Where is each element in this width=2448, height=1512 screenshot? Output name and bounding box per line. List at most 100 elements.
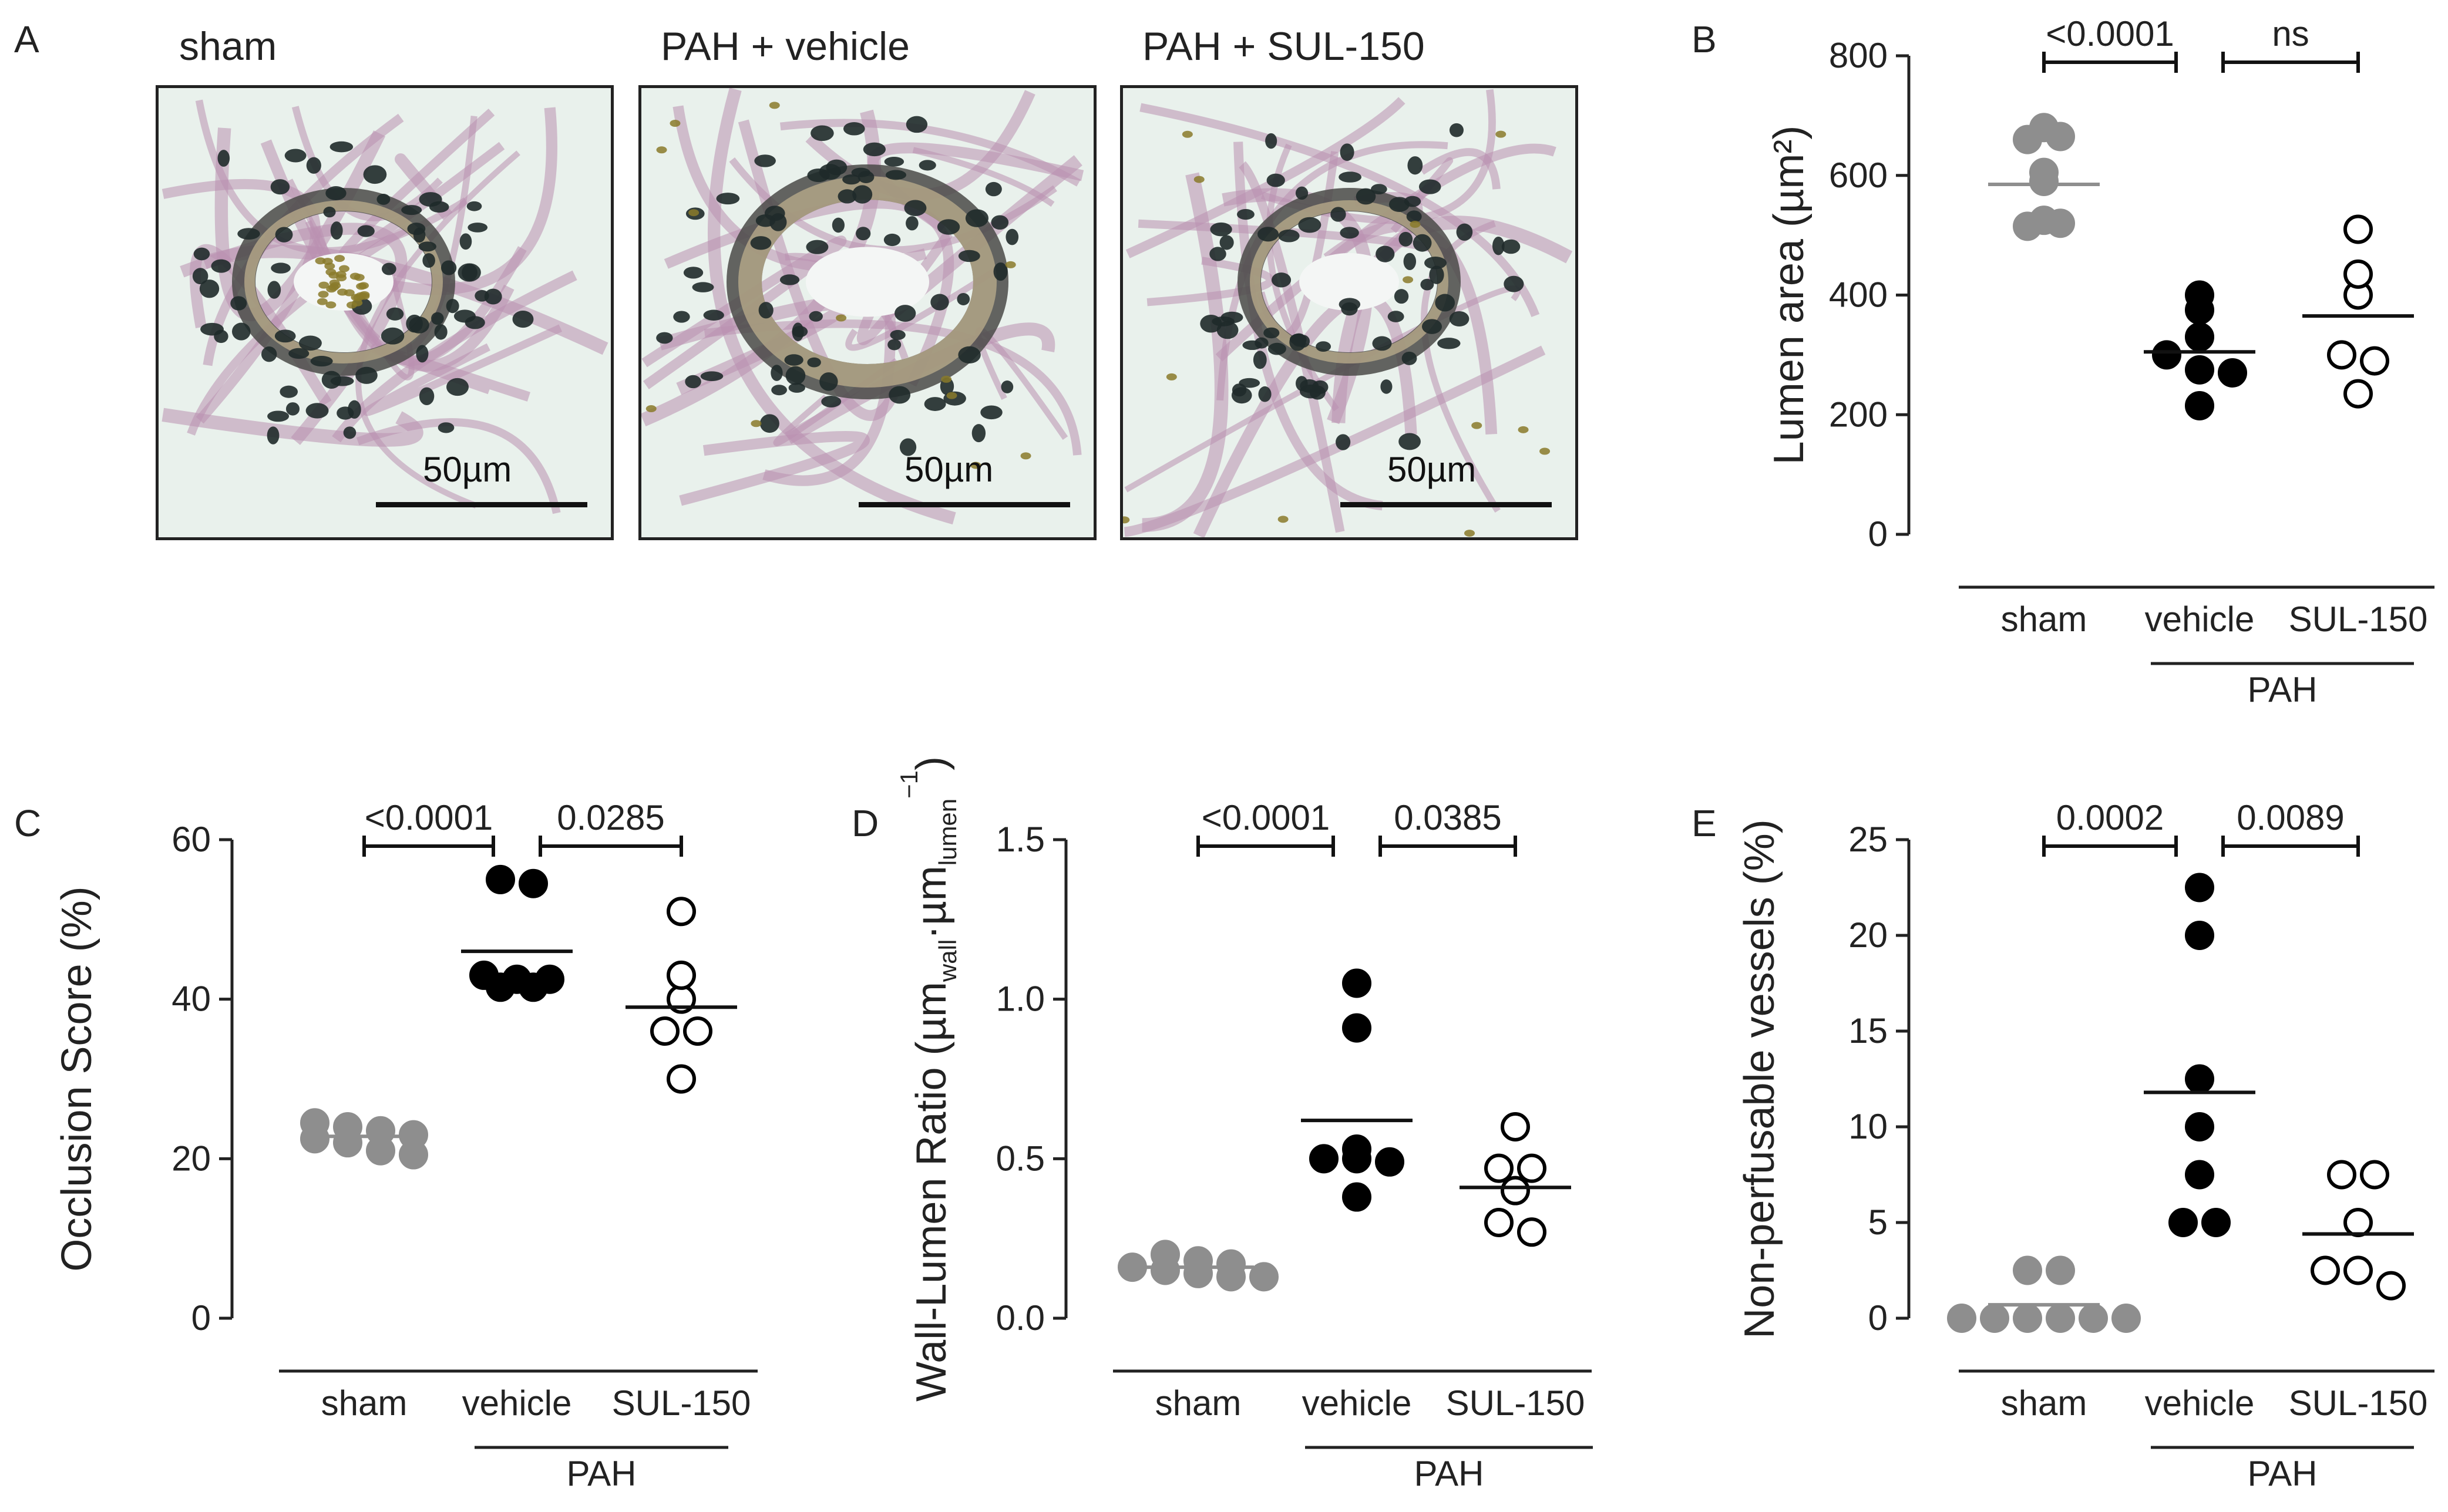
- red-blood-cell: [337, 288, 348, 296]
- y-tick-label: 1.0: [996, 979, 1045, 1019]
- nucleus: [1421, 319, 1442, 334]
- data-point: [2029, 206, 2059, 235]
- nucleus: [337, 406, 354, 420]
- tissue-strand: [679, 431, 870, 506]
- nucleus: [924, 397, 946, 411]
- data-point: [1947, 1304, 1976, 1333]
- x-tick-label: vehicle: [2145, 600, 2255, 639]
- nucleus: [1316, 341, 1331, 352]
- nucleus: [832, 217, 845, 233]
- nucleus: [1200, 314, 1222, 333]
- data-point: [502, 964, 532, 994]
- data-point: [2185, 1160, 2214, 1190]
- red-blood-cell: [318, 281, 329, 289]
- tissue-strand: [362, 324, 563, 416]
- micrograph-title-sham: sham: [179, 24, 277, 69]
- data-point: [2185, 390, 2214, 420]
- vessel-wall: [232, 188, 455, 376]
- data-point: [1118, 1252, 1147, 1282]
- nucleus: [512, 311, 534, 328]
- data-point: [2029, 157, 2059, 187]
- y-tick-label: 400: [1829, 275, 1888, 315]
- data-point: [1183, 1246, 1213, 1276]
- nucleus: [330, 221, 343, 240]
- nucleus: [700, 371, 724, 381]
- nucleus: [758, 302, 774, 319]
- data-point: [1342, 1134, 1371, 1164]
- red-blood-cell: [836, 314, 847, 322]
- y-tick-label: 40: [172, 979, 211, 1019]
- nucleus: [468, 223, 488, 233]
- data-point: [683, 1016, 712, 1046]
- nucleus: [1340, 143, 1354, 161]
- nucleus: [821, 396, 842, 408]
- nucleus: [785, 366, 806, 385]
- red-blood-cell: [328, 271, 339, 279]
- y-axis-label-part: ·µm: [908, 866, 955, 939]
- red-blood-cell: [318, 291, 329, 298]
- nucleus: [937, 219, 960, 235]
- nucleus: [1289, 334, 1306, 351]
- data-point: [1342, 968, 1371, 998]
- nucleus: [1330, 207, 1346, 222]
- data-point: [469, 960, 499, 990]
- nucleus: [1388, 197, 1410, 213]
- chart-e: 0 5 10 15 20 25 Non-perfusable vessels (%) sham…: [1736, 798, 2434, 1493]
- nucleus: [1263, 327, 1280, 339]
- red-blood-cell: [1020, 452, 1031, 460]
- nucleus: [843, 122, 865, 136]
- nucleus: [1356, 188, 1376, 205]
- y-tick-label: 200: [1829, 395, 1888, 434]
- tissue-strand: [162, 408, 423, 447]
- comparison-bracket: 0.0285: [539, 798, 683, 857]
- red-blood-cell: [354, 274, 365, 281]
- x-tick-label: sham: [2001, 1383, 2087, 1423]
- comparison-label: <0.0001: [2046, 14, 2174, 53]
- y-tick-label: 0: [191, 1298, 211, 1338]
- x-tick-label: sham: [1155, 1383, 1242, 1423]
- nucleus: [484, 288, 502, 305]
- data-point: [2185, 873, 2214, 903]
- data-point: [2185, 322, 2214, 352]
- red-blood-cell: [946, 392, 957, 399]
- nucleus: [885, 170, 907, 180]
- nucleus: [993, 262, 1008, 281]
- nucleus: [788, 383, 805, 393]
- nucleus: [985, 181, 1002, 197]
- nucleus: [716, 193, 740, 205]
- nucleus: [357, 225, 375, 237]
- data-point: [1309, 1144, 1339, 1174]
- red-blood-cell: [751, 420, 762, 427]
- data-point: [2343, 1208, 2373, 1237]
- nucleus: [217, 150, 230, 167]
- data-point: [1484, 1208, 1514, 1237]
- comparison-label: ns: [2272, 14, 2309, 53]
- data-point: [2185, 921, 2214, 950]
- red-blood-cell: [358, 282, 369, 289]
- nucleus: [792, 326, 808, 338]
- nucleus: [429, 201, 449, 213]
- series-sul-150: [626, 897, 737, 1094]
- nucleus: [310, 356, 333, 367]
- y-tick-label: 20: [172, 1139, 211, 1178]
- tissue-strand: [780, 119, 1081, 187]
- nucleus: [270, 179, 290, 195]
- red-blood-cell: [359, 292, 370, 300]
- data-point: [486, 864, 515, 894]
- nucleus: [193, 247, 210, 261]
- data-point: [2311, 1255, 2340, 1285]
- nucleus: [376, 193, 391, 205]
- red-blood-cell: [1518, 426, 1529, 433]
- scale-label-vehicle: 50µm: [904, 450, 994, 489]
- data-point: [2343, 379, 2373, 409]
- nucleus: [683, 267, 704, 279]
- y-tick-label: 60: [172, 820, 211, 859]
- nucleus: [271, 262, 291, 274]
- panel-letter-a: A: [14, 18, 39, 60]
- series-sul-150: [1460, 1112, 1571, 1247]
- nucleus: [1339, 171, 1362, 183]
- data-point: [2046, 1255, 2075, 1285]
- data-point: [2185, 280, 2214, 310]
- nucleus: [1278, 229, 1300, 243]
